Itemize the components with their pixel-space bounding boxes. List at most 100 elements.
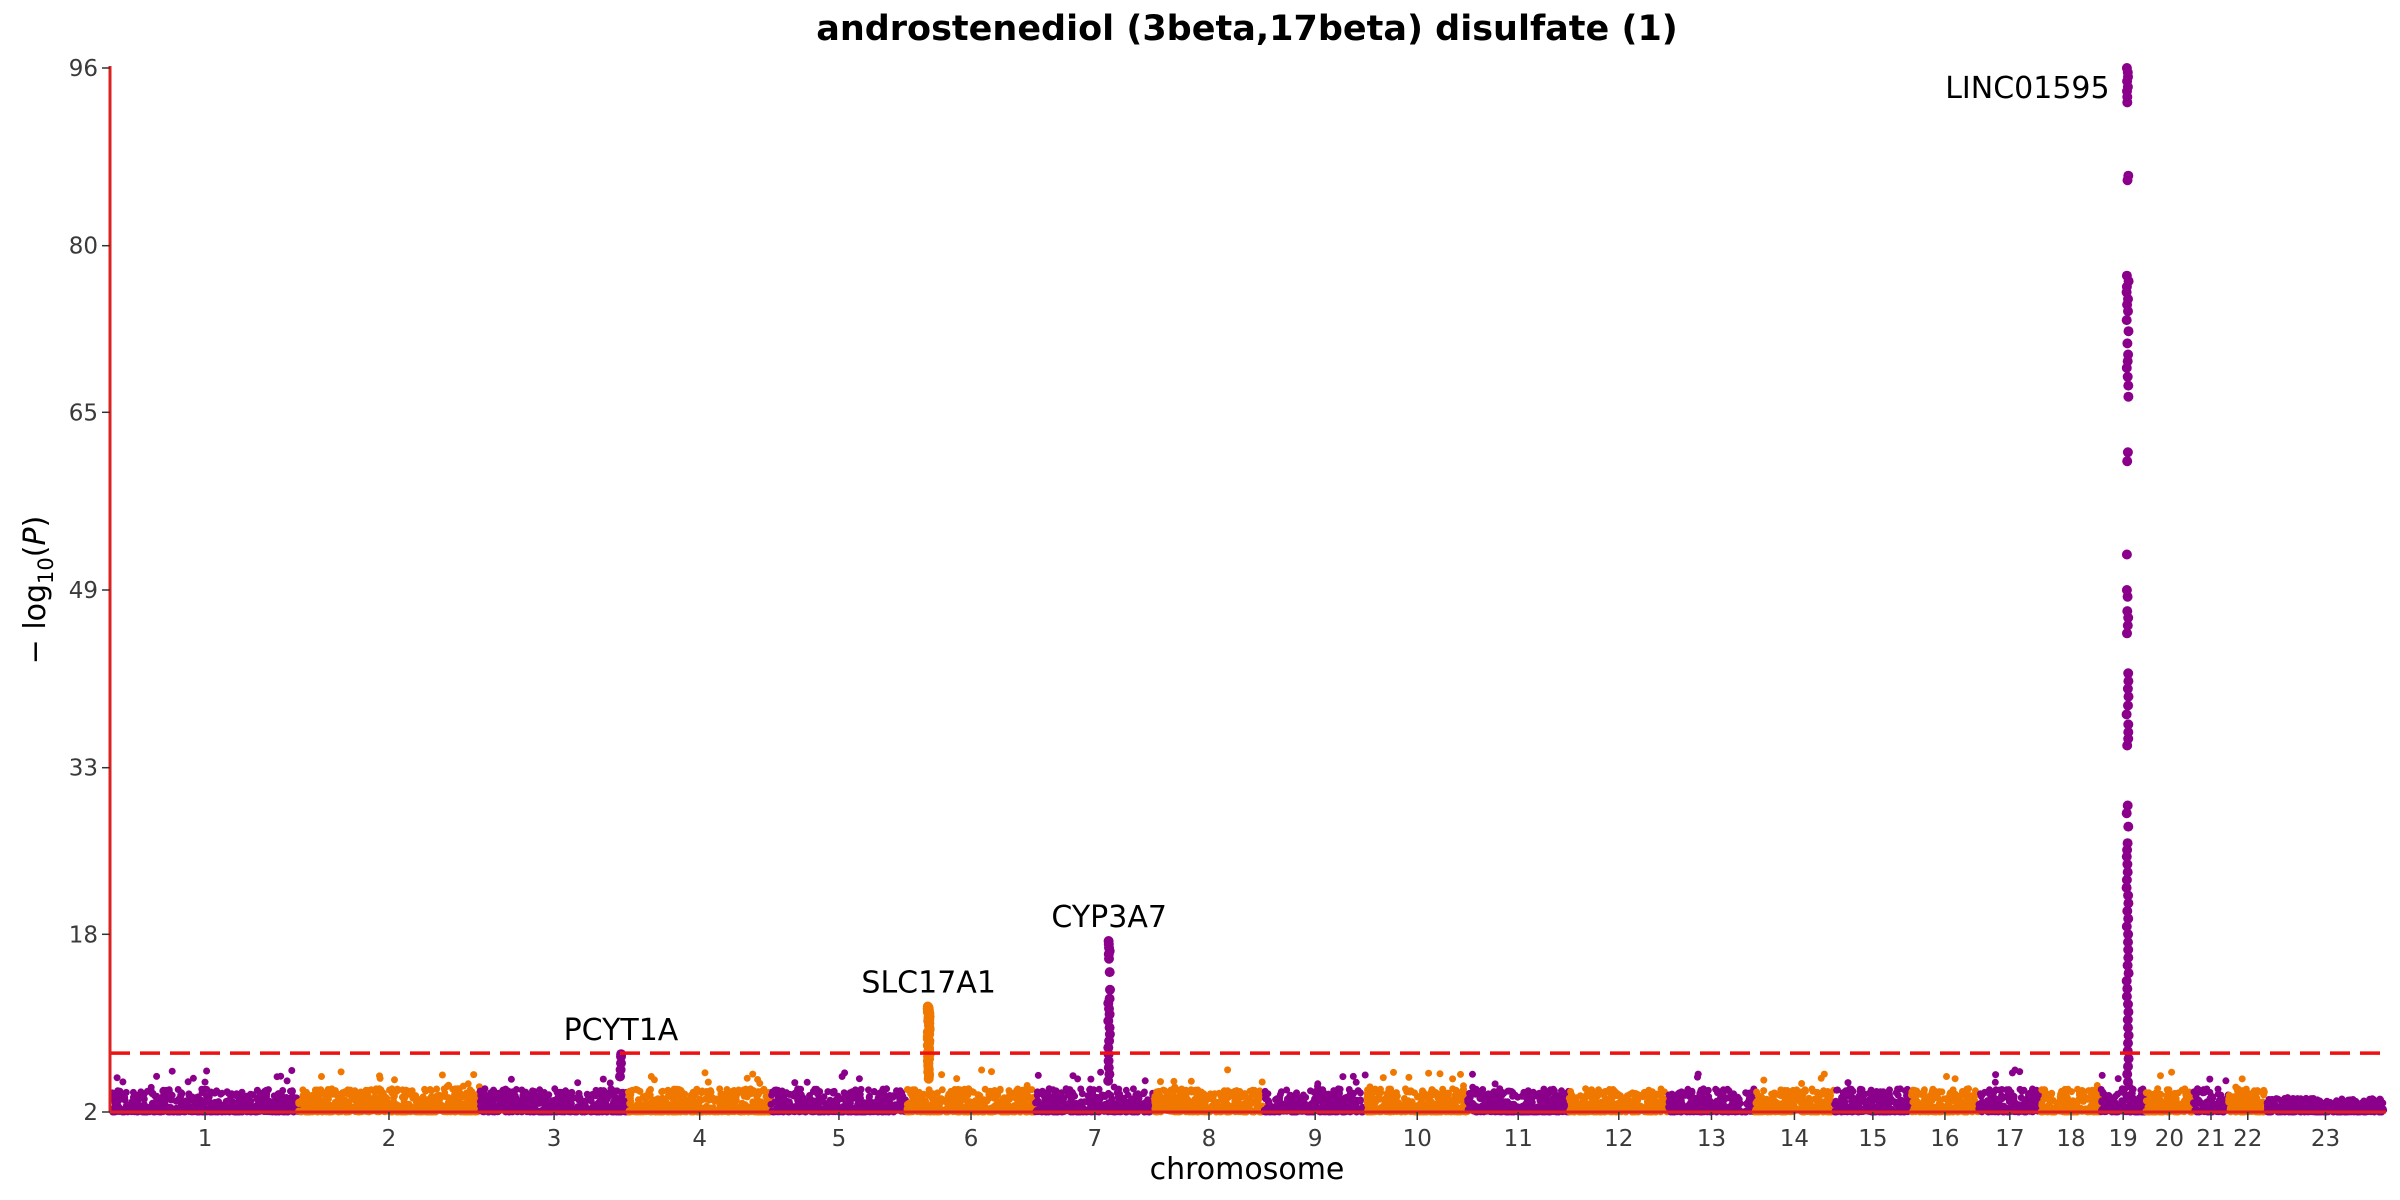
data-point: [1460, 1085, 1467, 1093]
data-point: [1076, 1099, 1084, 1107]
data-point: [903, 1086, 911, 1093]
data-point: [615, 1096, 623, 1104]
data-point: [1329, 1099, 1336, 1107]
data-point: [1363, 1094, 1371, 1102]
data-point: [790, 1090, 798, 1098]
data-point: [619, 1088, 627, 1096]
data-point: [1349, 1072, 1357, 1080]
data-point: [938, 1071, 946, 1079]
data-point: [880, 1087, 888, 1095]
data-point: [658, 1094, 666, 1102]
data-point: [797, 1091, 805, 1099]
data-point: [143, 1087, 151, 1095]
data-point: [1653, 1090, 1660, 1098]
data-point: [886, 1092, 894, 1099]
data-point: [1356, 1089, 1364, 1097]
data-point: [198, 1085, 206, 1093]
data-point: [1013, 1086, 1021, 1094]
data-point: [1120, 1094, 1127, 1102]
data-point: [1224, 1066, 1232, 1074]
data-point: [543, 1101, 551, 1109]
data-point: [470, 1102, 478, 1110]
data-point: [191, 1100, 199, 1108]
data-point: [495, 1095, 503, 1103]
data-point: [138, 1103, 146, 1111]
data-point: [1636, 1092, 1644, 1100]
data-point: [704, 1078, 712, 1086]
data-point: [1317, 1088, 1325, 1096]
data-point: [720, 1095, 728, 1102]
data-point: [1276, 1091, 1284, 1098]
data-point: [464, 1098, 472, 1106]
data-point: [1209, 1093, 1217, 1101]
data-point: [133, 1091, 141, 1099]
data-point: [1534, 1103, 1542, 1111]
data-point: [743, 1074, 751, 1082]
data-point: [390, 1098, 398, 1106]
data-point: [116, 1087, 124, 1095]
data-point: [408, 1091, 416, 1099]
data-point: [874, 1094, 882, 1102]
data-point: [1195, 1104, 1203, 1111]
data-point: [553, 1088, 561, 1096]
data-point: [324, 1102, 332, 1110]
data-point: [1005, 1087, 1013, 1095]
data-point: [976, 1092, 984, 1100]
data-point: [287, 1087, 294, 1095]
data-point: [769, 1088, 777, 1096]
data-point: [428, 1087, 435, 1095]
data-point: [958, 1103, 966, 1110]
data-point: [523, 1105, 531, 1112]
data-point: [1374, 1089, 1382, 1097]
data-point: [211, 1102, 219, 1110]
data-point: [1087, 1075, 1095, 1083]
data-point: [560, 1101, 568, 1109]
data-point: [866, 1092, 873, 1100]
data-point: [207, 1088, 215, 1096]
data-point: [1140, 1090, 1148, 1098]
data-point: [468, 1088, 476, 1096]
data-point: [422, 1087, 430, 1095]
data-point: [452, 1102, 460, 1110]
data-point: [928, 1095, 936, 1103]
data-point: [774, 1091, 782, 1099]
data-point: [1454, 1088, 1461, 1096]
data-point: [1105, 1089, 1112, 1097]
data-point: [845, 1103, 853, 1111]
data-point: [627, 1097, 635, 1105]
data-point: [846, 1089, 854, 1097]
data-point: [1504, 1098, 1511, 1106]
data-point: [153, 1072, 161, 1080]
data-points: [108, 63, 2388, 1116]
data-point: [824, 1088, 832, 1096]
data-point: [489, 1101, 497, 1109]
data-point: [337, 1068, 345, 1076]
data-point: [650, 1076, 658, 1084]
data-point: [1404, 1097, 1412, 1105]
data-point: [648, 1102, 656, 1110]
data-point: [760, 1085, 768, 1093]
data-point: [988, 1068, 995, 1076]
data-point: [273, 1073, 281, 1081]
data-point: [1508, 1088, 1515, 1095]
data-point: [1299, 1091, 1307, 1099]
data-point: [441, 1093, 449, 1101]
data-point: [1128, 1099, 1136, 1107]
data-point: [129, 1099, 137, 1107]
data-point: [812, 1086, 820, 1094]
data-point: [363, 1091, 371, 1099]
data-point: [358, 1092, 366, 1100]
data-point: [713, 1095, 721, 1103]
data-point: [752, 1102, 760, 1110]
data-point: [376, 1074, 384, 1082]
data-point: [1238, 1101, 1246, 1109]
data-point: [606, 1079, 614, 1087]
data-point: [371, 1093, 379, 1101]
data-point: [697, 1104, 705, 1112]
data-point: [1220, 1093, 1228, 1101]
data-point: [681, 1090, 689, 1098]
data-point: [820, 1093, 828, 1101]
data-point: [686, 1104, 694, 1112]
data-point: [453, 1089, 461, 1097]
